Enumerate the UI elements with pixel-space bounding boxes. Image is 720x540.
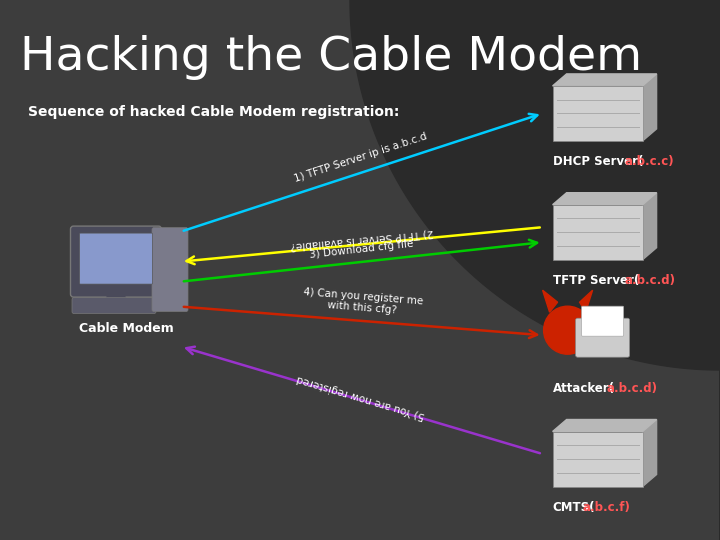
Polygon shape (553, 420, 657, 431)
FancyBboxPatch shape (553, 205, 643, 260)
FancyBboxPatch shape (71, 226, 161, 297)
FancyBboxPatch shape (553, 431, 643, 487)
Text: DHCP Server(: DHCP Server( (553, 156, 643, 168)
Text: Sequence of hacked Cable Modem registration:: Sequence of hacked Cable Modem registrat… (28, 105, 400, 119)
Text: 4) Can you register me
with this cfg?: 4) Can you register me with this cfg? (302, 287, 423, 318)
Text: Hacking the Cable Modem: Hacking the Cable Modem (20, 35, 642, 80)
Polygon shape (643, 74, 657, 141)
Text: 5) You are now registered: 5) You are now registered (295, 373, 426, 421)
Text: CMTS(: CMTS( (553, 501, 595, 514)
Polygon shape (543, 290, 557, 312)
FancyBboxPatch shape (575, 318, 629, 357)
FancyBboxPatch shape (553, 86, 643, 141)
Text: a.b.c.f): a.b.c.f) (582, 501, 631, 514)
Text: Attacker(: Attacker( (553, 382, 615, 395)
Polygon shape (643, 420, 657, 487)
FancyBboxPatch shape (79, 233, 153, 284)
Polygon shape (580, 290, 593, 312)
Polygon shape (553, 193, 657, 205)
FancyBboxPatch shape (582, 306, 624, 336)
Polygon shape (350, 0, 720, 540)
Text: 2) TFTP Server is available?: 2) TFTP Server is available? (290, 227, 434, 251)
Text: a.b.c.d): a.b.c.d) (606, 382, 657, 395)
Text: 3) Download cfg file: 3) Download cfg file (309, 238, 414, 260)
Polygon shape (643, 193, 657, 260)
Text: 1) TFTP Server ip is a.b.c.d: 1) TFTP Server ip is a.b.c.d (292, 131, 428, 184)
Text: a.b.c.c): a.b.c.c) (625, 156, 674, 168)
Polygon shape (553, 74, 657, 86)
Text: Cable Modem: Cable Modem (78, 322, 174, 335)
Text: a.b.c.d): a.b.c.d) (625, 274, 675, 287)
FancyBboxPatch shape (72, 298, 156, 314)
Polygon shape (104, 294, 128, 306)
Text: TFTP Server(: TFTP Server( (553, 274, 639, 287)
Circle shape (544, 306, 592, 354)
FancyBboxPatch shape (152, 227, 188, 312)
